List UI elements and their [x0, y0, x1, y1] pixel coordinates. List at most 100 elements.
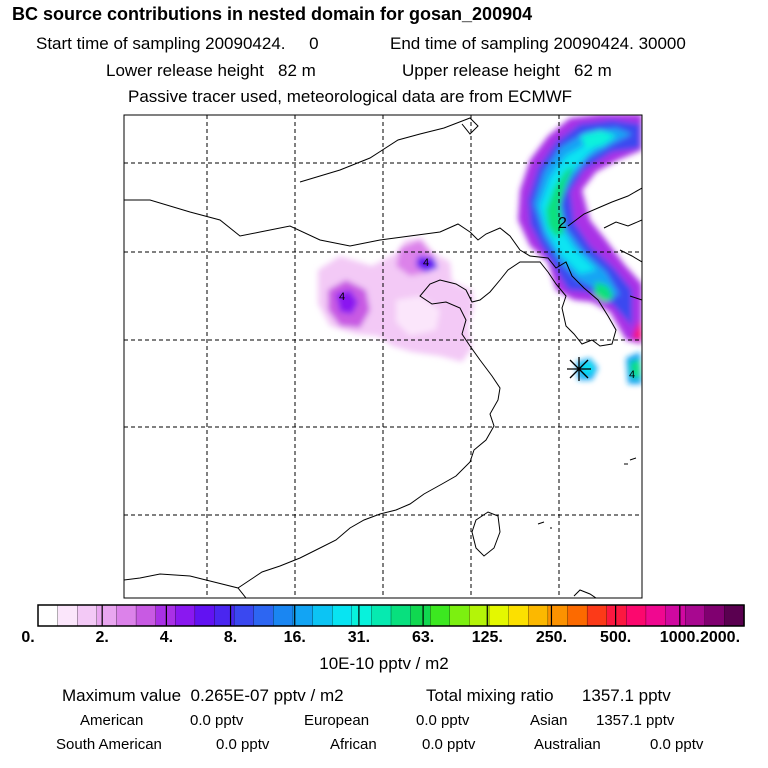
colorbar-cell — [449, 604, 471, 627]
region-european: European — [304, 711, 369, 731]
region-african: African — [330, 735, 377, 755]
colorbar-major-dividers — [101, 605, 681, 626]
colorbar-cell — [488, 604, 510, 627]
colorbar-cell — [116, 604, 137, 627]
colorbar-cell — [606, 604, 627, 627]
plume-west — [318, 238, 474, 362]
start-time-label: Start time of sampling — [36, 34, 201, 53]
colorbar-cell — [410, 604, 431, 627]
region-african-value: 0.0 pptv — [422, 736, 476, 753]
contour-labels: 4 4 4 — [339, 257, 635, 381]
colorbar-cell — [724, 604, 745, 627]
region-name: African — [330, 736, 377, 753]
graticule — [124, 115, 642, 598]
colorbar-cell — [233, 604, 255, 627]
colorbar-cell — [292, 604, 314, 627]
lower-release-label: Lower release height — [106, 61, 264, 80]
end-time-line: End time of sampling 20090424. 30000 — [390, 34, 686, 54]
figure-title: BC source contributions in nested domain… — [12, 4, 533, 24]
colorbar-tick-label: 2. — [95, 629, 109, 646]
colorbar-cell — [645, 604, 667, 627]
colorbar-tick-label: 1000. — [659, 629, 700, 646]
tracer-note: Passive tracer used, meteorological data… — [128, 87, 573, 106]
total-mixing-value: 1357.1 pptv — [581, 686, 671, 705]
colorbar-cell — [469, 604, 490, 627]
colorbar-tick-label: 63. — [411, 629, 435, 646]
map-frame — [123, 114, 643, 599]
colorbar-cell — [685, 604, 706, 627]
colorbar-cell — [253, 604, 274, 627]
colorbar-tick-label: 2000. — [699, 629, 741, 646]
start-time-value: 20090424. 0 — [205, 34, 319, 53]
region-name: Australian — [534, 736, 601, 753]
asterisk-icon — [567, 357, 591, 381]
max-value-line: Maximum value 0.265E-07 pptv / m2 — [62, 686, 344, 706]
colorbar-cell — [273, 604, 294, 627]
colorbar-cell — [704, 604, 726, 627]
colorbar-cell — [508, 604, 529, 627]
coastlines — [124, 117, 642, 598]
region-american: American — [80, 711, 143, 731]
colorbar-cell — [96, 604, 118, 627]
contour-label: 2 — [558, 215, 567, 232]
colorbar-cell — [528, 604, 549, 627]
region-south-american-value: 0.0 pptv — [216, 736, 270, 753]
plume-northeast — [518, 115, 642, 344]
colorbar-tick-label: 0. — [21, 629, 35, 646]
end-time-label: End time of sampling — [390, 34, 549, 53]
total-mixing-line: Total mixing ratio 1357.1 pptv — [426, 686, 671, 706]
colorbar-tick-label: 4. — [159, 629, 174, 646]
lower-release-value: 82 m — [278, 61, 316, 80]
region-australian-value: 0.0 pptv — [650, 736, 704, 753]
colorbar-cell — [135, 604, 157, 627]
region-american-value: 0.0 pptv — [190, 712, 244, 729]
colorbar-tick-label: 125. — [471, 629, 503, 646]
svg-text:4: 4 — [423, 257, 429, 269]
region-name: South American — [56, 736, 162, 753]
colorbar-tick-label: 8. — [223, 629, 238, 646]
colorbar-cell — [37, 604, 59, 627]
colorbar-unit: 10E-10 pptv / m2 — [319, 654, 449, 673]
end-time-value: 20090424. 30000 — [553, 34, 686, 53]
upper-release-label: Upper release height — [402, 61, 560, 80]
colorbar-cells — [37, 604, 745, 627]
colorbar-cell — [332, 604, 353, 627]
region-european-value: 0.0 pptv — [416, 712, 470, 729]
sampling-line: Start time of sampling 20090424. 0 — [36, 34, 319, 54]
colorbar-cell — [312, 604, 333, 627]
colorbar-cell — [665, 604, 686, 627]
region-name: Asian — [530, 712, 568, 729]
region-australian: Australian — [534, 735, 601, 755]
colorbar-tick-label: 500. — [600, 629, 632, 646]
colorbar-tick-label: 16. — [283, 629, 306, 646]
region-asian-value: 1357.1 pptv — [596, 712, 675, 729]
region-south-american: South American — [56, 735, 162, 755]
colorbar-frame — [37, 604, 745, 627]
colorbar-cell — [430, 604, 451, 627]
region-name: American — [80, 712, 144, 729]
total-mixing-label: Total mixing ratio — [426, 686, 554, 705]
colorbar-cell — [155, 604, 176, 627]
colorbar-cell — [371, 604, 392, 627]
colorbar-cell — [586, 604, 608, 627]
svg-text:4: 4 — [629, 369, 635, 381]
colorbar-cell — [194, 604, 216, 627]
colorbar-cell — [77, 604, 98, 627]
colorbar-cell — [175, 604, 196, 627]
region-name: European — [304, 712, 370, 729]
lower-release-line: Lower release height 82 m — [106, 61, 316, 81]
max-value: 0.265E-07 pptv / m2 — [190, 686, 344, 705]
colorbar-cell — [214, 604, 235, 627]
colorbar-cell — [390, 604, 412, 627]
upper-release-line: Upper release height 62 m — [402, 61, 612, 81]
upper-release-value: 62 m — [574, 61, 612, 80]
colorbar-cell — [57, 604, 78, 627]
svg-text:4: 4 — [339, 291, 345, 303]
colorbar-cell — [567, 604, 588, 627]
colorbar-cell — [626, 604, 647, 627]
colorbar-tick-label: 250. — [535, 629, 568, 646]
colorbar-cell — [351, 604, 373, 627]
colorbar-tick-label: 31. — [347, 629, 371, 646]
region-asian: Asian — [530, 711, 568, 731]
